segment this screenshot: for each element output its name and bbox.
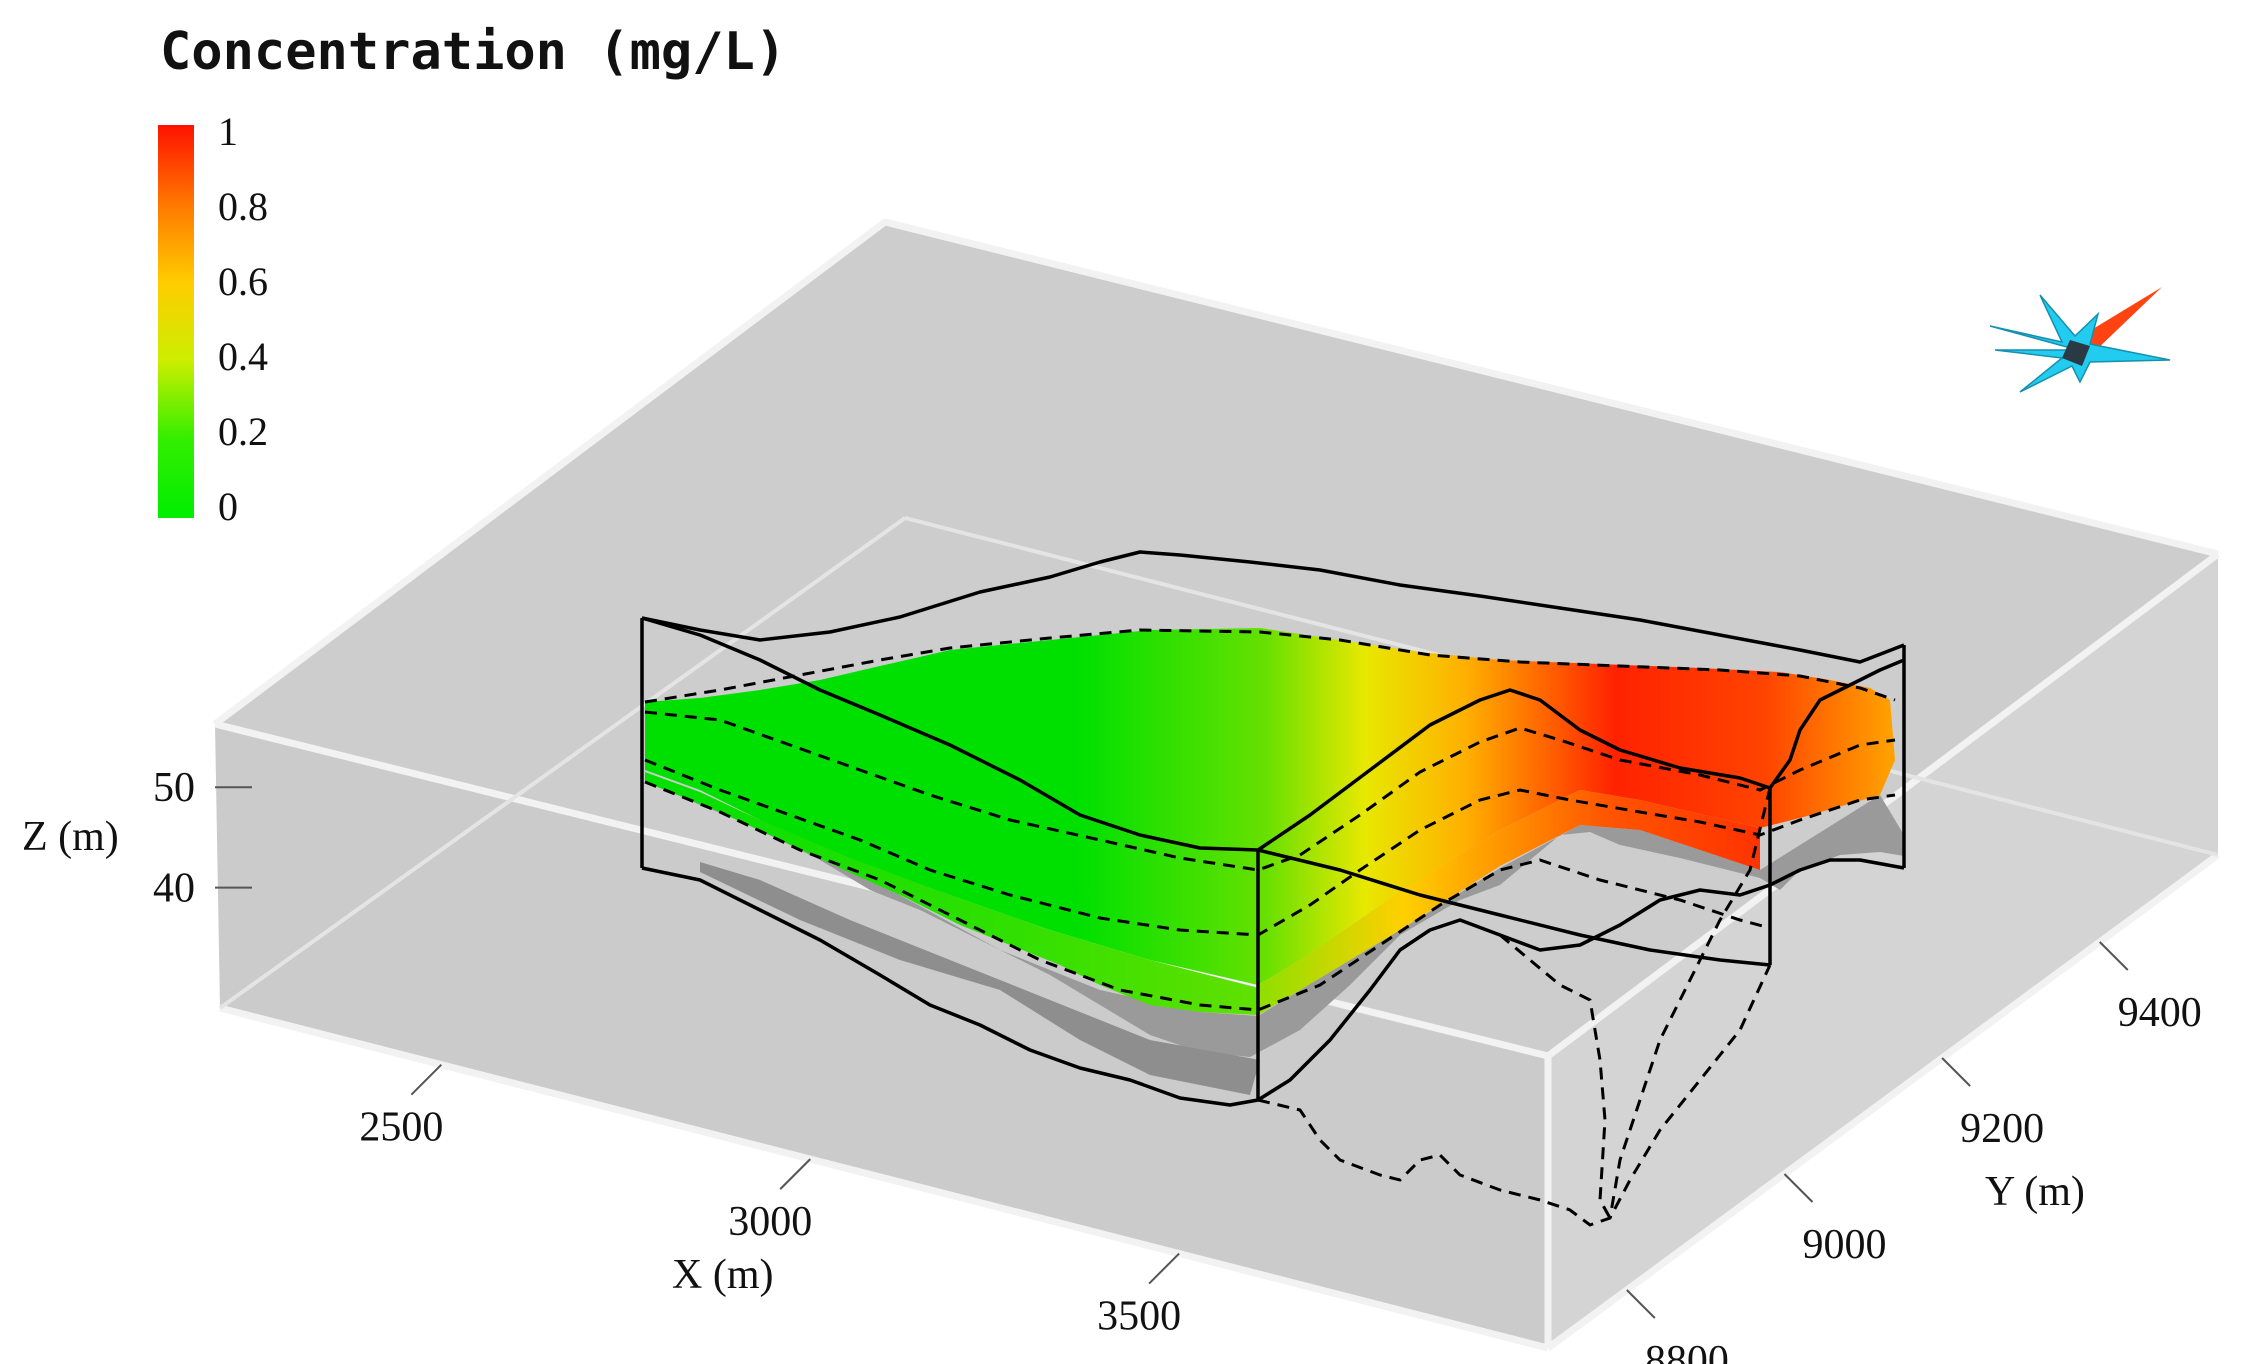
dash-under-1 bbox=[1257, 964, 1772, 1227]
dash-under-2 bbox=[1499, 933, 1612, 1219]
cross-section-outlines bbox=[640, 550, 1906, 1107]
z-tick-label: 40 bbox=[153, 866, 195, 912]
legend-tick-label: 0.2 bbox=[218, 409, 268, 454]
cross-section-dashes bbox=[644, 628, 1896, 1227]
section-right-solid bbox=[1768, 658, 1905, 790]
x-tick-label: 3500 bbox=[1097, 1294, 1181, 1340]
x-tick-mark bbox=[410, 1063, 443, 1096]
plume-top bbox=[645, 628, 1895, 985]
dash-layer-1 bbox=[644, 710, 1896, 872]
y-tick-label: 8800 bbox=[1645, 1338, 1729, 1364]
legend-tick-label: 0.8 bbox=[218, 184, 268, 229]
z-axis-label: Z (m) bbox=[22, 814, 119, 860]
y-tick-label: 9400 bbox=[2118, 990, 2202, 1036]
legend-colorbar bbox=[158, 125, 194, 518]
plume-front bbox=[645, 772, 1258, 1015]
z-tick-label: 50 bbox=[153, 765, 195, 811]
legend-tick-labels: 1 0.8 0.6 0.4 0.2 0 bbox=[218, 109, 268, 529]
y-tick-label: 9200 bbox=[1960, 1106, 2044, 1152]
x-tick-mark bbox=[779, 1158, 811, 1190]
legend-title: Concentration (mg/L) bbox=[160, 22, 787, 82]
y-tick-label: 9000 bbox=[1802, 1222, 1886, 1268]
x-axis: 2500 3000 3500 bbox=[359, 1063, 1181, 1340]
y-axis-label: Y (m) bbox=[1985, 1169, 2085, 1215]
x-tick-label: 3000 bbox=[728, 1199, 812, 1245]
x-axis-label: X (m) bbox=[672, 1252, 773, 1298]
dash-layer-2 bbox=[644, 758, 1896, 937]
y-axis: 8800 9000 9200 9400 bbox=[1626, 941, 2202, 1364]
compass-center bbox=[2062, 340, 2090, 366]
aquifer-base-shade bbox=[700, 862, 1260, 1095]
section-bottom-solid bbox=[641, 858, 1905, 1107]
section-base-right bbox=[1257, 848, 1771, 967]
z-axis: 50 40 bbox=[153, 765, 252, 912]
y-tick-mark bbox=[2099, 941, 2129, 971]
orientation-compass-icon bbox=[1989, 287, 2171, 393]
x-tick-label: 2500 bbox=[359, 1105, 443, 1151]
section-inner-solid bbox=[641, 616, 1771, 852]
dash-under-3 bbox=[1608, 787, 1772, 1219]
legend-tick-label: 0 bbox=[218, 484, 238, 529]
y-tick-mark bbox=[1783, 1173, 1814, 1203]
legend-tick-label: 0.4 bbox=[218, 334, 268, 379]
dash-layer-3 bbox=[644, 780, 1771, 1012]
y-tick-mark bbox=[1941, 1057, 1971, 1087]
concentration-plume bbox=[645, 628, 1895, 1015]
plume-side bbox=[1258, 790, 1760, 1015]
dash-top bbox=[644, 628, 1896, 704]
x-tick-mark bbox=[1148, 1252, 1180, 1285]
compass-needle-red bbox=[2078, 287, 2162, 354]
section-top-solid bbox=[641, 550, 1905, 664]
legend-tick-label: 0.6 bbox=[218, 259, 268, 304]
box-right-face bbox=[1548, 554, 2218, 1348]
legend-tick-label: 1 bbox=[218, 109, 238, 154]
box-front-face bbox=[215, 724, 1548, 1348]
y-tick-mark bbox=[1626, 1289, 1656, 1319]
